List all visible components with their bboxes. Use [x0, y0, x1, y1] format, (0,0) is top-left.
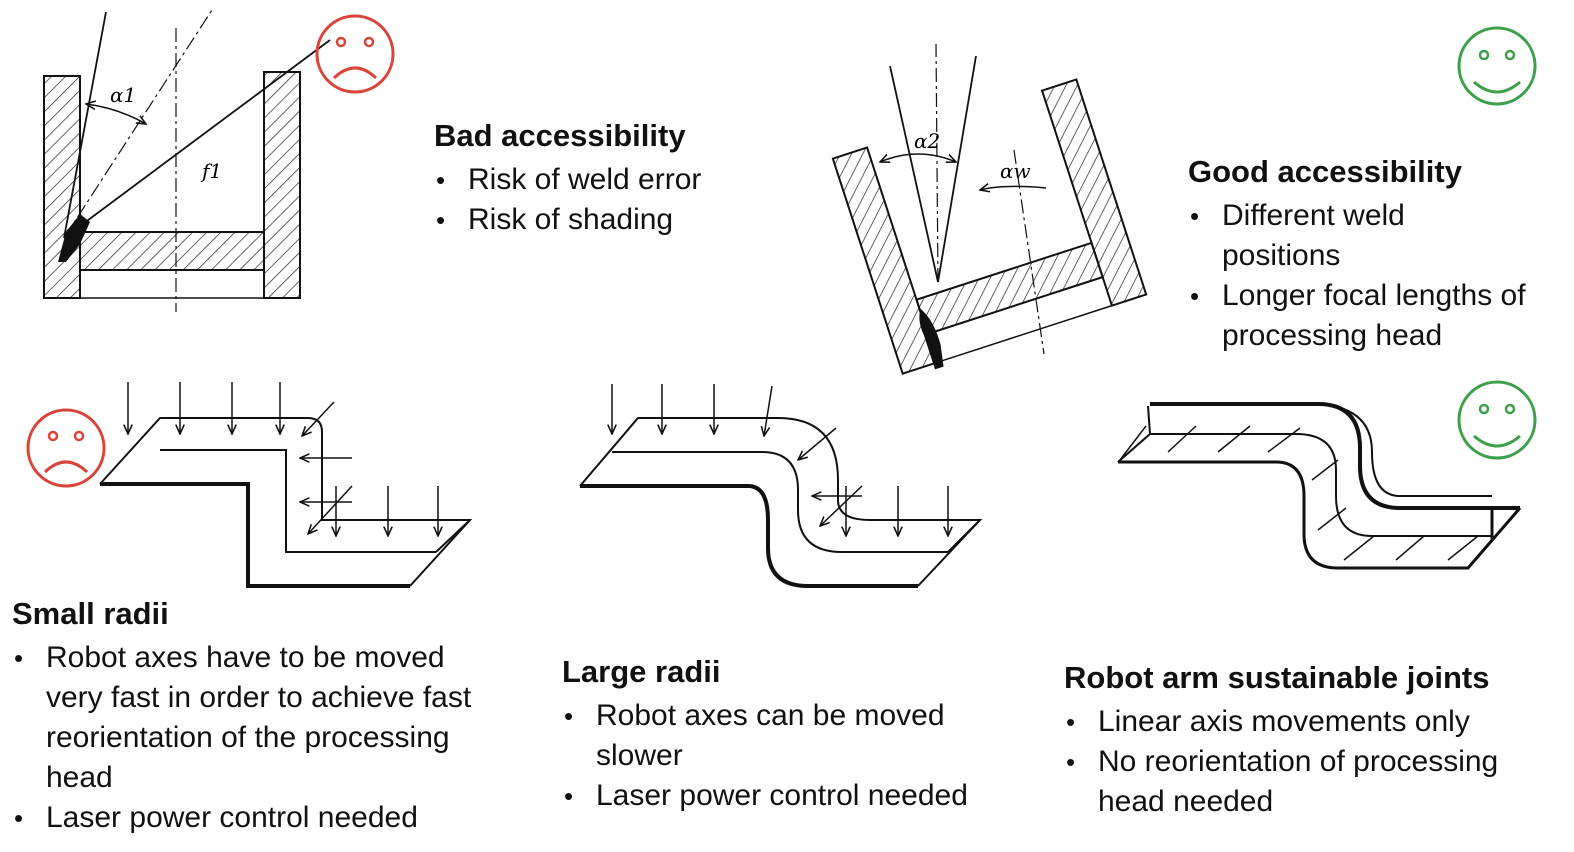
happy-face-icon: [1457, 26, 1537, 106]
f1-symbol: f1: [200, 159, 222, 183]
good-accessibility-panel: Good accessibility Different weld positi…: [1188, 154, 1568, 356]
good-access-rays: α2 αw: [880, 43, 1047, 355]
list-item: No reorientation of processing head need…: [1064, 742, 1569, 822]
list-item: Robot axes can be moved slower: [562, 696, 996, 776]
small-radii-title: Small radii: [12, 596, 169, 631]
list-item: Longer focal lengths of processing head: [1188, 276, 1568, 356]
bad-access-drawing: α1 f1: [43, 9, 331, 312]
list-item: Laser power control needed: [562, 776, 1022, 816]
sad-face-icon: [315, 14, 395, 94]
list-item: Linear axis movements only: [1064, 702, 1569, 742]
sustainable-joints-panel: Robot arm sustainable joints Linear axis…: [1064, 660, 1569, 822]
good-accessibility-title: Good accessibility: [1188, 154, 1462, 189]
bad-accessibility-title: Bad accessibility: [434, 118, 686, 153]
large-radii-drawing: [579, 384, 983, 588]
happy-face-icon: [1457, 380, 1537, 460]
sustainable-joints-title: Robot arm sustainable joints: [1064, 660, 1490, 695]
large-radii-list: Robot axes can be moved slower Laser pow…: [562, 696, 1022, 816]
bad-accessibility-panel: Bad accessibility Risk of weld error Ris…: [434, 118, 764, 240]
alphaw-symbol: αw: [1000, 159, 1031, 183]
good-accessibility-list: Different weld positions Longer focal le…: [1188, 196, 1568, 356]
list-item: Risk of shading: [434, 200, 764, 240]
alpha2-symbol: α2: [914, 129, 940, 153]
list-item: Different weld positions: [1188, 196, 1472, 276]
sustainable-joints-list: Linear axis movements only No reorientat…: [1064, 702, 1569, 822]
good-access-drawing: [831, 78, 1148, 375]
sad-face-icon: [26, 408, 106, 488]
small-radii-panel: Small radii Robot axes have to be moved …: [12, 596, 512, 838]
bad-accessibility-list: Risk of weld error Risk of shading: [434, 160, 764, 240]
large-radii-panel: Large radii Robot axes can be moved slow…: [562, 654, 1022, 816]
list-item: Robot axes have to be moved very fast in…: [12, 638, 498, 798]
alpha1-symbol: α1: [110, 83, 136, 107]
sustainable-joints-drawing: [1117, 402, 1522, 570]
small-radii-drawing: [99, 382, 473, 588]
small-radii-list: Robot axes have to be moved very fast in…: [12, 638, 512, 838]
large-radii-title: Large radii: [562, 654, 721, 689]
list-item: Risk of weld error: [434, 160, 764, 200]
list-item: Laser power control needed: [12, 798, 512, 838]
